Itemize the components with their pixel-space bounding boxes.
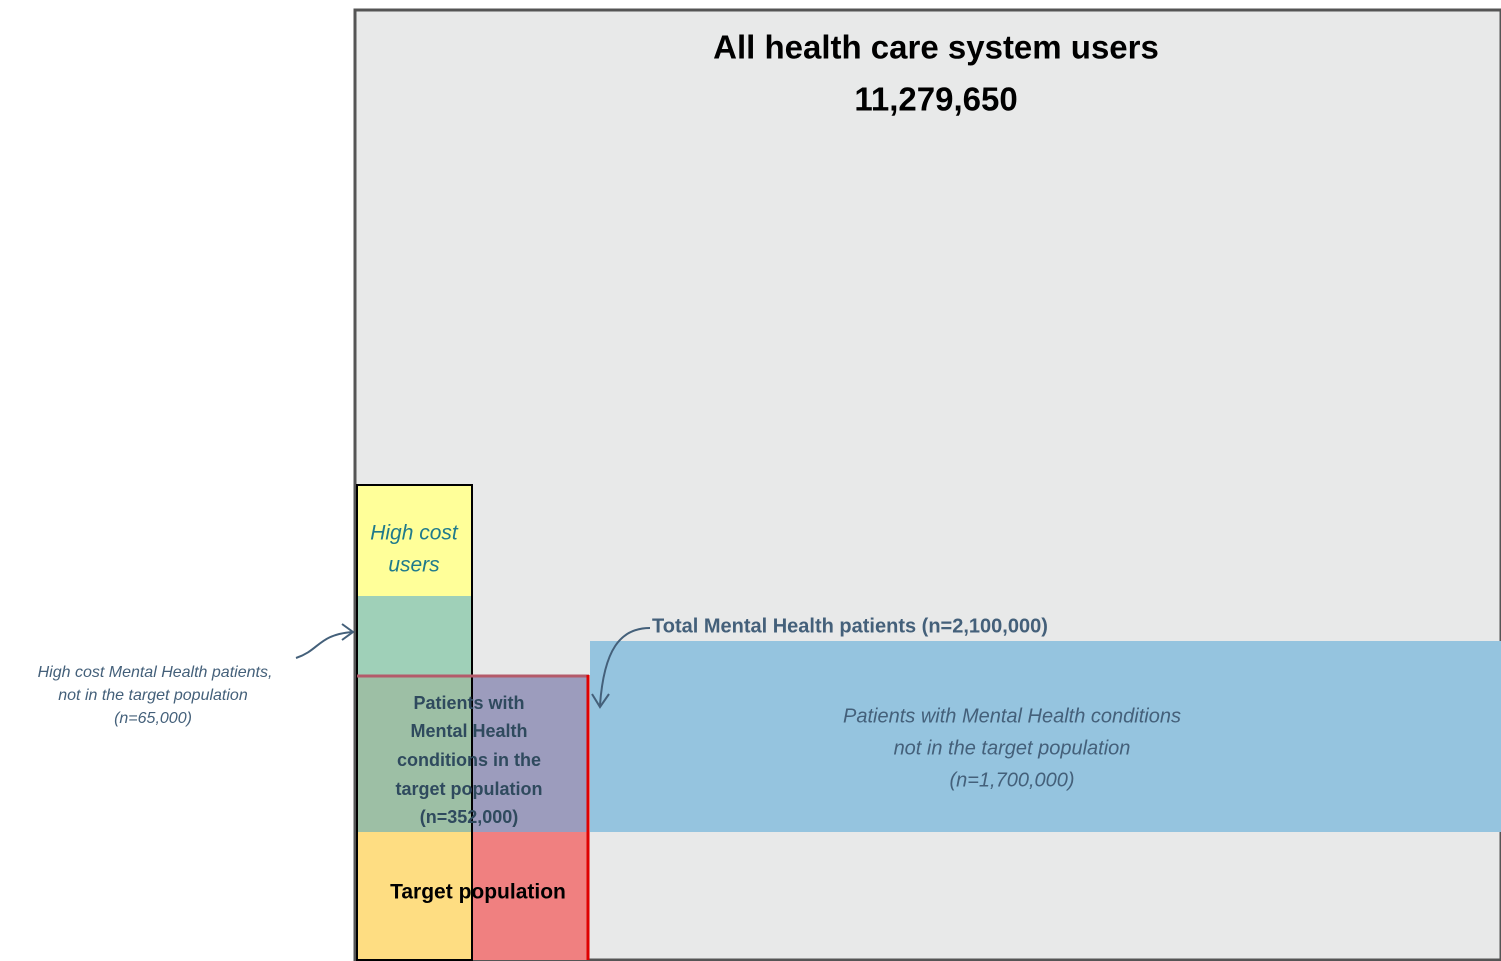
- title: All health care system users: [713, 29, 1159, 66]
- mh-not-target-box: [590, 641, 1501, 832]
- target-label: Target population: [390, 881, 566, 904]
- mh-not-target-label: (n=1,700,000): [949, 769, 1074, 791]
- mh-not-target-label: Patients with Mental Health conditions: [843, 705, 1181, 727]
- arrow-head: [341, 623, 355, 641]
- annotation: High cost Mental Health patients,: [38, 664, 273, 681]
- total: 11,279,650: [854, 81, 1017, 118]
- target-box: [472, 832, 588, 960]
- high-cost-label: users: [388, 554, 440, 577]
- mh-target-label: conditions in the: [397, 750, 541, 770]
- arrow-total-mh: [599, 627, 651, 706]
- arrow-head: [591, 693, 610, 709]
- mh-not-target-label: not in the target population: [894, 737, 1131, 759]
- high-cost-box: [357, 485, 472, 596]
- total-mh-label: Total Mental Health patients (n=2,100,00…: [652, 615, 1048, 637]
- mh-target-label: Patients with: [413, 693, 524, 713]
- annotation: (n=65,000): [114, 710, 192, 727]
- arrow-high-cost-mh: [295, 631, 353, 659]
- mh-target-label: Mental Health: [410, 721, 527, 741]
- high-cost-mh-box: [357, 596, 472, 675]
- mh-target-box: [472, 675, 588, 832]
- high-cost-outline: [356, 484, 473, 961]
- mh-target-label: (n=352,000): [420, 807, 519, 827]
- high-cost-target-box: [357, 832, 472, 960]
- mh-target-label: target population: [396, 779, 543, 799]
- overlap-all-box: [357, 675, 472, 832]
- annotation: not in the target population: [58, 687, 248, 704]
- high-cost-label: High cost: [370, 522, 459, 545]
